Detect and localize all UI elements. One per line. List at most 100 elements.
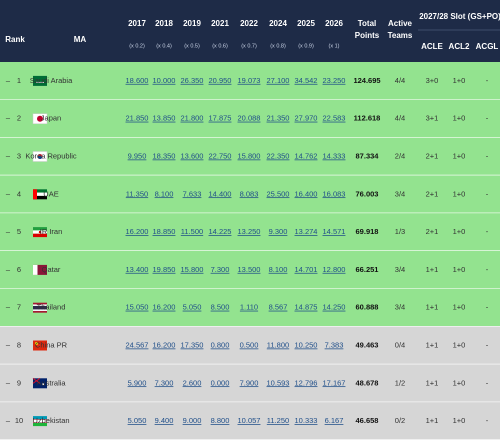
ma-name: Thailand	[37, 303, 66, 312]
points: 8.100	[269, 265, 288, 274]
header-factor: (x 0.9)	[298, 43, 314, 49]
flag	[33, 192, 47, 196]
points: 14.333	[323, 151, 346, 160]
points: 8.100	[155, 189, 174, 198]
header-factor: (x 0.4)	[156, 43, 172, 49]
header-factor: (x 0.8)	[270, 43, 286, 49]
ma-name: Japan	[41, 114, 61, 123]
points: 10.057	[238, 416, 261, 425]
points: 2.600	[183, 378, 202, 387]
slot: 2+1	[426, 151, 439, 160]
rank: 1	[17, 76, 21, 85]
rank: 5	[17, 227, 21, 236]
points: 13.250	[238, 227, 261, 236]
header-year: 2019	[183, 19, 201, 28]
points: 14.701	[295, 265, 318, 274]
header-slot: 2027/28 Slot (GS+PO)	[419, 12, 500, 21]
points: 8.500	[211, 303, 230, 312]
points: 10.593	[267, 378, 290, 387]
points: 8.567	[269, 303, 288, 312]
active-teams: 3/4	[395, 265, 405, 274]
points: 12.796	[295, 378, 318, 387]
row-bg	[0, 62, 500, 100]
slot: -	[486, 303, 489, 312]
active-teams: 1/3	[395, 227, 405, 236]
active-teams: 3/4	[395, 189, 405, 198]
slot: -	[486, 416, 489, 425]
points: 8.083	[240, 189, 259, 198]
rank-change: –	[6, 151, 11, 160]
header-year: 2022	[240, 19, 258, 28]
ma-name: UAE	[43, 189, 58, 198]
slot: -	[486, 378, 489, 387]
points: 5.050	[128, 416, 147, 425]
active-teams: 1/2	[395, 378, 405, 387]
points: 14.875	[295, 303, 318, 312]
slot: 1+1	[426, 265, 439, 274]
ma-name: Qatar	[42, 265, 61, 274]
rank-change: –	[6, 303, 11, 312]
slot: 1+0	[453, 265, 466, 274]
header-active: Active	[388, 19, 413, 28]
slot: 1+0	[453, 227, 466, 236]
ma-name: Korea Republic	[25, 151, 77, 160]
points: 19.850	[153, 265, 176, 274]
points: 17.350	[181, 340, 204, 349]
points: 13.400	[126, 265, 149, 274]
points: 14.571	[323, 227, 346, 236]
points: 22.350	[267, 151, 290, 160]
flag	[33, 419, 47, 420]
points: 10.250	[295, 340, 318, 349]
row-bg	[0, 326, 500, 365]
header-rank: Rank	[5, 35, 25, 44]
slot: -	[486, 265, 489, 274]
points: 7.300	[211, 265, 230, 274]
row-bg	[0, 99, 500, 138]
points: 13.600	[181, 151, 204, 160]
total-points: 87.334	[356, 151, 380, 160]
header-bg	[0, 0, 500, 62]
rank: 6	[17, 265, 21, 274]
points: 16.200	[153, 303, 176, 312]
points: 15.050	[126, 303, 149, 312]
ma-name: Uzbekistan	[32, 416, 69, 425]
rank: 2	[17, 114, 21, 123]
points: 19.073	[238, 76, 261, 85]
flag	[33, 422, 47, 423]
slot: 3+1	[426, 114, 439, 123]
points: 10.000	[153, 76, 176, 85]
points: 1.110	[240, 303, 258, 312]
flag	[33, 189, 37, 200]
points: 21.850	[126, 114, 149, 123]
rank-change: –	[6, 416, 11, 425]
points: 15.800	[238, 151, 261, 160]
total-points: 112.618	[354, 114, 381, 123]
points: 16.200	[153, 340, 176, 349]
points: 21.350	[267, 114, 290, 123]
slot: -	[486, 227, 489, 236]
slot: -	[486, 114, 489, 123]
flag	[33, 416, 47, 420]
flag	[33, 340, 47, 351]
points: 11.500	[181, 227, 203, 236]
flag	[33, 264, 38, 275]
points: 9.000	[183, 416, 202, 425]
ma-name: China PR	[35, 340, 68, 349]
slot: -	[486, 151, 489, 160]
ma-name: IR Iran	[40, 227, 63, 236]
points: 14.762	[295, 151, 318, 160]
slot: 1+0	[453, 340, 466, 349]
points: 18.350	[153, 151, 176, 160]
header-factor: (x 0.2)	[129, 43, 145, 49]
row-bg	[0, 402, 500, 440]
row-bg	[0, 213, 500, 251]
total-points: 124.695	[353, 76, 380, 85]
slot: 1+0	[453, 76, 466, 85]
row-bg	[0, 251, 500, 289]
rank: 8	[17, 340, 21, 349]
points: 12.800	[323, 265, 346, 274]
rank: 7	[17, 303, 21, 312]
points: 7.383	[325, 340, 344, 349]
total-points: 49.463	[356, 340, 379, 349]
